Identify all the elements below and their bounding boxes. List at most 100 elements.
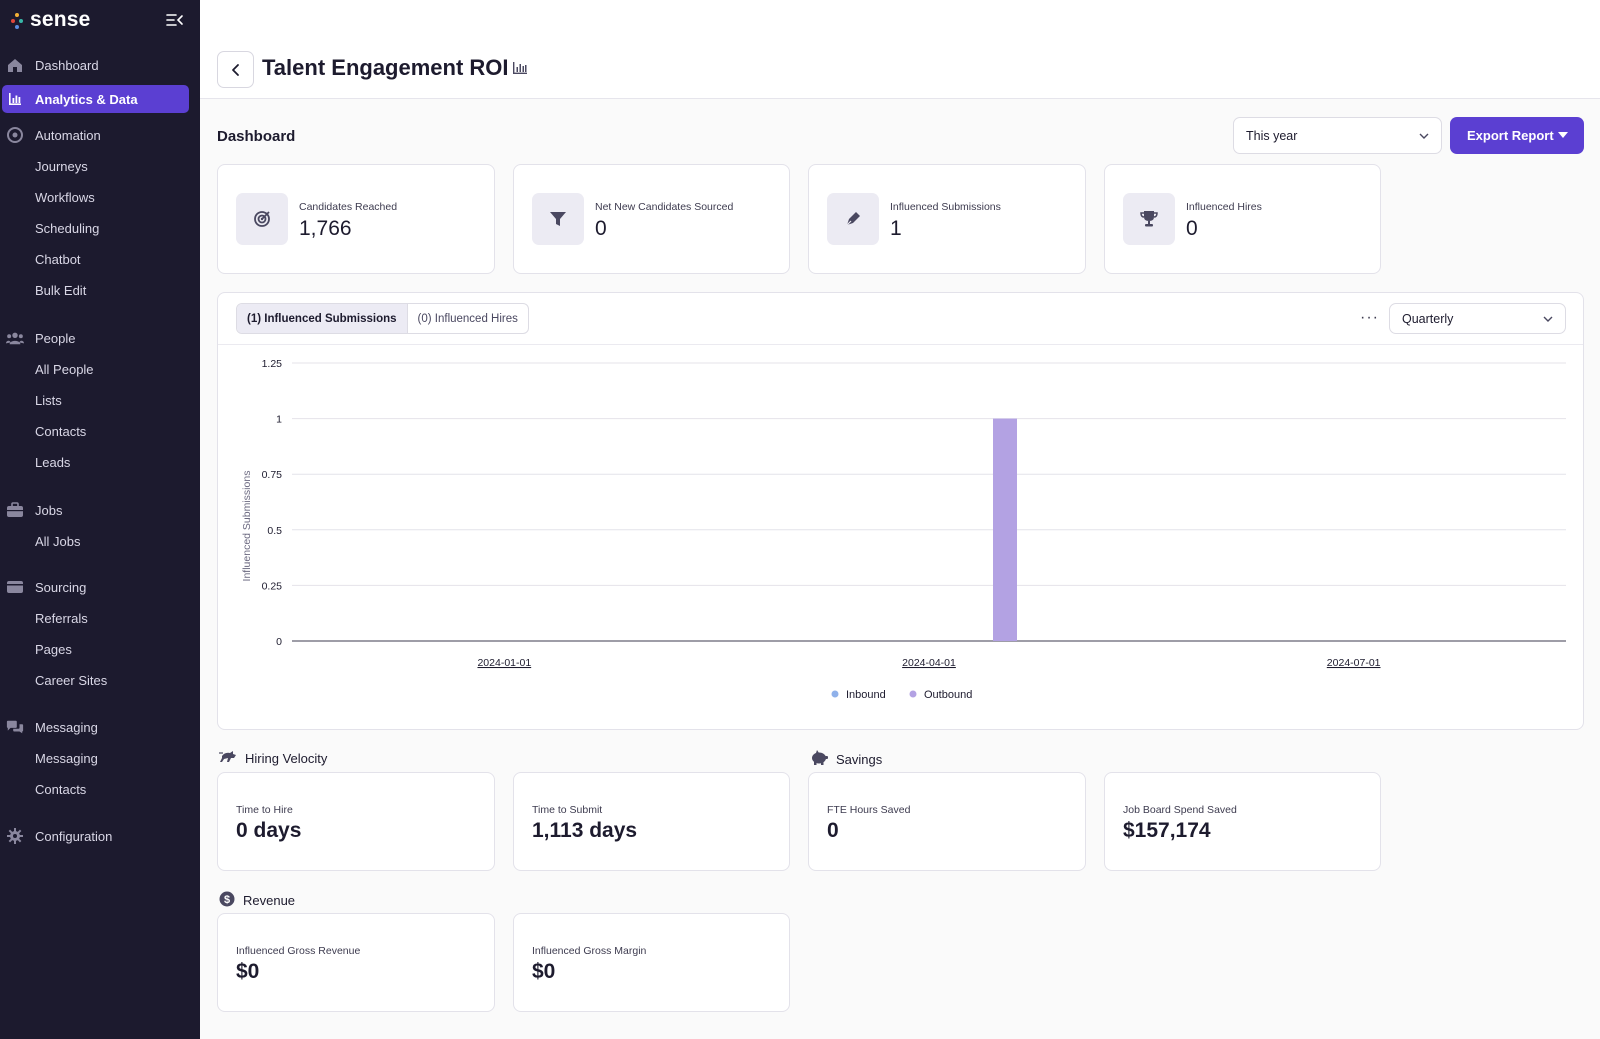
sidebar-item-career-sites[interactable]: Career Sites [0, 666, 200, 694]
sense-logo[interactable]: sense [10, 8, 91, 32]
metric-label: Influenced Gross Revenue [236, 945, 361, 957]
hiring-velocity-header: Hiring Velocity [219, 750, 327, 767]
kpi-value: 0 [1186, 217, 1198, 240]
sidebar-item-dashboard[interactable]: Dashboard [0, 51, 200, 79]
sidebar-item-label: Automation [35, 127, 101, 143]
interval-value: Quarterly [1402, 311, 1454, 326]
sidebar-item-label: Bulk Edit [35, 282, 87, 298]
sidebar-item-automation[interactable]: Automation [0, 121, 200, 149]
kpi-card-net-new-candidates: Net New Candidates Sourced 0 [513, 164, 790, 274]
export-report-button[interactable]: Export Report [1450, 117, 1584, 154]
bar-chart: 1.25 1 0.75 0.5 0.25 0 Influenced Submissions 2… [241, 358, 1566, 701]
sidebar-item-pages[interactable]: Pages [0, 635, 200, 663]
x-tick-label: 2024-01-01 [477, 657, 531, 669]
dollar-icon: $ [219, 891, 235, 910]
chart-tab-group: (1) Influenced Submissions (0) Influence… [236, 303, 529, 334]
x-tick-label: 2024-07-01 [1327, 657, 1381, 669]
trophy-icon [1123, 193, 1175, 245]
sidebar-item-label: Career Sites [35, 672, 108, 688]
date-range-value: This year [1246, 128, 1298, 143]
dashboard-title: Dashboard [217, 128, 296, 145]
collapse-sidebar-icon[interactable] [166, 12, 184, 28]
filter-icon [532, 193, 584, 245]
y-tick-label: 0.25 [262, 580, 283, 592]
y-tick-label: 1 [276, 414, 282, 426]
y-tick-label: 0.5 [267, 525, 282, 537]
metric-value: $157,174 [1123, 819, 1211, 842]
sidebar-item-label: Journeys [35, 158, 88, 174]
tab-influenced-submissions[interactable]: (1) Influenced Submissions [237, 304, 408, 333]
sidebar-item-contacts[interactable]: Contacts [0, 417, 200, 445]
export-report-label: Export Report [1467, 128, 1554, 143]
legend-label: Inbound [846, 689, 886, 701]
bar-chart-icon [6, 90, 24, 108]
kpi-card-influenced-submissions: Influenced Submissions 1 [808, 164, 1086, 274]
sidebar-item-label: Contacts [35, 781, 87, 797]
people-icon [6, 329, 24, 347]
sidebar-item-configuration[interactable]: Configuration [0, 822, 200, 850]
sidebar-item-label: Sourcing [35, 579, 87, 595]
piggy-bank-icon [810, 750, 828, 769]
tab-influenced-hires[interactable]: (0) Influenced Hires [417, 312, 518, 325]
briefcase-icon [6, 501, 24, 519]
hiring-velocity-title: Hiring Velocity [245, 751, 328, 766]
sidebar-item-lists[interactable]: Lists [0, 386, 200, 414]
chevron-left-icon [231, 63, 239, 76]
sidebar-item-workflows[interactable]: Workflows [0, 183, 200, 211]
back-button[interactable] [217, 51, 254, 88]
kpi-label: Net New Candidates Sourced [595, 201, 734, 213]
sidebar-item-label: Referrals [35, 610, 88, 626]
metric-value: 0 days [236, 819, 302, 842]
page-header: Talent Engagement ROI [200, 0, 1600, 99]
revenue-title: Revenue [243, 893, 296, 908]
sidebar-item-all-jobs[interactable]: All Jobs [0, 527, 200, 555]
more-options-icon[interactable]: ··· [1360, 309, 1379, 326]
metric-label: FTE Hours Saved [827, 804, 911, 816]
sidebar-item-bulk-edit[interactable]: Bulk Edit [0, 276, 200, 304]
sidebar-item-chatbot[interactable]: Chatbot [0, 245, 200, 273]
home-icon [6, 56, 24, 74]
sidebar-item-people[interactable]: People [0, 324, 200, 352]
sidebar-item-messaging[interactable]: Messaging [0, 713, 200, 741]
sidebar-item-analytics[interactable]: Analytics & Data [2, 85, 189, 113]
chevron-down-icon [1419, 133, 1429, 139]
interval-select[interactable]: Quarterly [1389, 303, 1566, 334]
kpi-card-influenced-hires: Influenced Hires 0 [1104, 164, 1381, 274]
savings-title: Savings [836, 752, 883, 767]
sidebar-item-leads[interactable]: Leads [0, 448, 200, 476]
sidebar-item-scheduling[interactable]: Scheduling [0, 214, 200, 242]
chart-divider [218, 344, 1583, 345]
kpi-value: 1 [890, 217, 902, 240]
date-range-select[interactable]: This year [1233, 117, 1442, 154]
metric-time-to-hire: Time to Hire 0 days [217, 772, 495, 871]
kpi-value: 0 [595, 217, 607, 240]
sidebar-item-sourcing[interactable]: Sourcing [0, 573, 200, 601]
brand-name: sense [30, 8, 91, 31]
revenue-header: $ Revenue [219, 891, 295, 910]
metric-influenced-gross-revenue: Influenced Gross Revenue $0 [217, 913, 495, 1012]
sidebar-item-label: Scheduling [35, 220, 100, 236]
sidebar-item-label: Dashboard [35, 57, 99, 73]
sidebar-item-label: Workflows [35, 189, 95, 205]
sidebar-item-label: Analytics & Data [35, 91, 138, 107]
y-tick-label: 0.75 [262, 469, 283, 481]
sidebar-item-label: Chatbot [35, 251, 81, 267]
sidebar-item-messaging-sub[interactable]: Messaging [0, 744, 200, 772]
kpi-card-candidates-reached: Candidates Reached 1,766 [217, 164, 495, 274]
sidebar-item-label: Jobs [35, 502, 63, 518]
sidebar-item-jobs[interactable]: Jobs [0, 496, 200, 524]
automation-icon [6, 126, 24, 144]
kpi-label: Influenced Submissions [890, 201, 1001, 213]
savings-header: Savings [810, 750, 882, 769]
sidebar-item-referrals[interactable]: Referrals [0, 604, 200, 632]
sidebar-item-label: Leads [35, 454, 71, 470]
kpi-label: Candidates Reached [299, 201, 398, 213]
sidebar-item-journeys[interactable]: Journeys [0, 152, 200, 180]
sidebar-item-all-people[interactable]: All People [0, 355, 200, 383]
metric-job-board-spend-saved: Job Board Spend Saved $157,174 [1104, 772, 1381, 871]
metric-value: 0 [827, 819, 839, 842]
kpi-label: Influenced Hires [1186, 201, 1262, 213]
sidebar-item-messaging-contacts[interactable]: Contacts [0, 775, 200, 803]
sidebar-item-label: Contacts [35, 423, 87, 439]
svg-text:$: $ [224, 894, 230, 906]
